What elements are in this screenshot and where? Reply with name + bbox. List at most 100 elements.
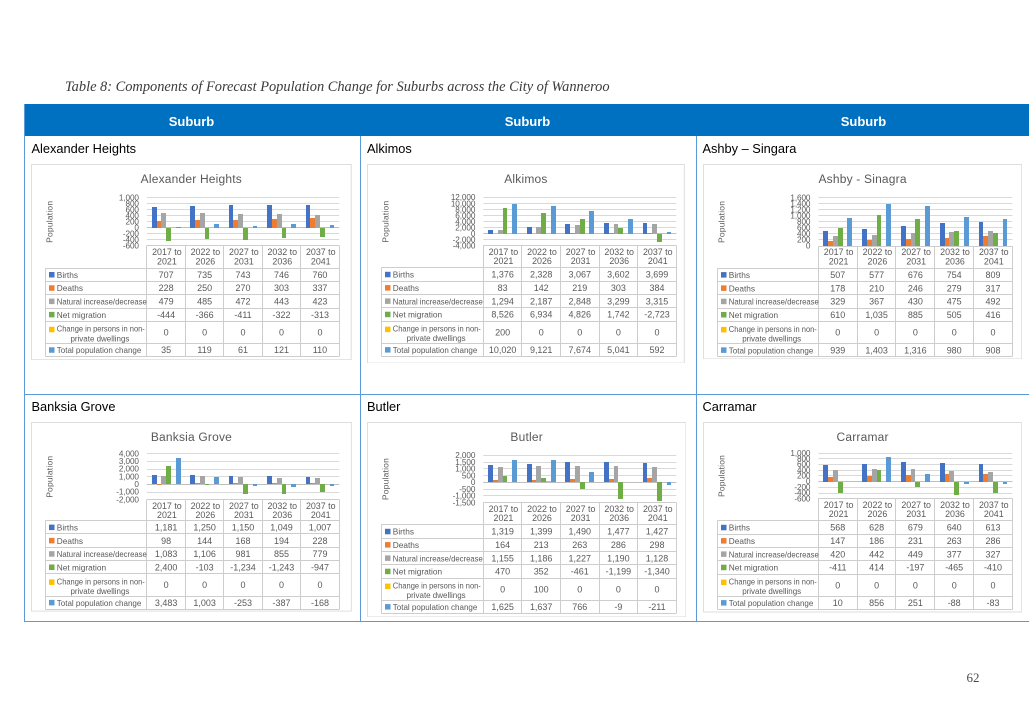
svg-text:Deaths: Deaths xyxy=(393,540,419,550)
svg-text:0: 0 xyxy=(164,327,169,337)
svg-text:213: 213 xyxy=(533,540,548,550)
svg-text:Population: Population xyxy=(380,200,390,242)
svg-text:Butler: Butler xyxy=(510,430,543,444)
svg-text:-211: -211 xyxy=(648,602,665,612)
svg-text:2041: 2041 xyxy=(311,510,331,520)
svg-text:2031: 2031 xyxy=(234,256,254,266)
svg-text:0: 0 xyxy=(913,580,918,590)
svg-text:100: 100 xyxy=(533,584,548,594)
svg-text:1,083: 1,083 xyxy=(155,549,177,559)
svg-text:1,319: 1,319 xyxy=(491,527,513,537)
svg-text:327: 327 xyxy=(986,549,1001,559)
svg-text:168: 168 xyxy=(236,536,251,546)
svg-text:0: 0 xyxy=(913,327,918,337)
svg-text:Natural increase/decrease: Natural increase/decrease xyxy=(57,296,147,306)
svg-text:-1,234: -1,234 xyxy=(231,563,256,573)
svg-text:472: 472 xyxy=(236,296,251,306)
svg-text:private dwellings: private dwellings xyxy=(71,333,130,343)
svg-text:Deaths: Deaths xyxy=(57,283,83,293)
svg-text:263: 263 xyxy=(947,536,962,546)
svg-text:2027 to: 2027 to xyxy=(902,247,932,257)
svg-text:Natural increase/decrease: Natural increase/decrease xyxy=(393,296,483,306)
svg-text:-1,000: -1,000 xyxy=(452,492,475,501)
svg-text:0: 0 xyxy=(202,327,207,337)
svg-text:416: 416 xyxy=(986,309,1001,319)
svg-text:7,674: 7,674 xyxy=(568,345,590,355)
svg-text:2031: 2031 xyxy=(907,509,927,519)
svg-text:2036: 2036 xyxy=(273,256,293,266)
svg-text:Population: Population xyxy=(380,458,390,500)
svg-text:0: 0 xyxy=(279,327,284,337)
svg-text:2027 to: 2027 to xyxy=(566,246,596,256)
svg-text:4,000: 4,000 xyxy=(455,217,476,226)
svg-text:-1,000: -1,000 xyxy=(117,488,140,497)
svg-text:2032 to: 2032 to xyxy=(268,501,298,511)
svg-text:1,490: 1,490 xyxy=(568,527,590,537)
svg-text:-1,340: -1,340 xyxy=(644,567,669,577)
svg-text:0: 0 xyxy=(202,580,207,590)
svg-text:5,041: 5,041 xyxy=(607,345,629,355)
svg-text:246: 246 xyxy=(908,283,923,293)
svg-text:2032 to: 2032 to xyxy=(268,247,298,257)
svg-text:178: 178 xyxy=(830,283,845,293)
svg-text:352: 352 xyxy=(533,567,548,577)
svg-text:Net migration: Net migration xyxy=(393,309,443,319)
svg-text:2021: 2021 xyxy=(829,256,849,266)
svg-text:8,526: 8,526 xyxy=(491,309,513,319)
svg-text:2027 to: 2027 to xyxy=(229,247,259,257)
svg-text:-168: -168 xyxy=(311,598,329,608)
svg-text:442: 442 xyxy=(869,549,884,559)
svg-text:2017 to: 2017 to xyxy=(153,501,183,511)
svg-text:0: 0 xyxy=(577,327,582,337)
svg-text:3,315: 3,315 xyxy=(646,296,668,306)
svg-text:0: 0 xyxy=(318,580,323,590)
svg-text:2031: 2031 xyxy=(571,513,591,523)
svg-text:367: 367 xyxy=(869,296,884,306)
svg-text:1,150: 1,150 xyxy=(232,523,254,533)
svg-text:Population: Population xyxy=(45,200,55,242)
svg-text:2,000: 2,000 xyxy=(455,451,476,460)
svg-text:0: 0 xyxy=(654,327,659,337)
svg-text:2026: 2026 xyxy=(868,256,888,266)
svg-text:400: 400 xyxy=(797,466,811,475)
svg-text:0: 0 xyxy=(991,580,996,590)
svg-text:0: 0 xyxy=(952,327,957,337)
svg-text:219: 219 xyxy=(572,283,587,293)
svg-text:83: 83 xyxy=(497,283,507,293)
svg-text:35: 35 xyxy=(162,345,172,355)
svg-text:private dwellings: private dwellings xyxy=(71,586,130,596)
svg-text:1,316: 1,316 xyxy=(904,345,926,355)
svg-text:908: 908 xyxy=(986,345,1001,355)
svg-text:613: 613 xyxy=(986,523,1001,533)
svg-text:121: 121 xyxy=(274,345,289,355)
svg-text:Net migration: Net migration xyxy=(393,567,443,577)
svg-text:2017 to: 2017 to xyxy=(824,247,854,257)
svg-text:2037 to: 2037 to xyxy=(306,247,336,257)
svg-text:270: 270 xyxy=(236,283,251,293)
svg-text:228: 228 xyxy=(313,536,328,546)
svg-text:1,477: 1,477 xyxy=(607,527,629,537)
svg-text:2022 to: 2022 to xyxy=(863,247,893,257)
svg-text:479: 479 xyxy=(159,296,174,306)
svg-text:600: 600 xyxy=(797,460,811,469)
svg-text:1,400: 1,400 xyxy=(791,199,812,208)
svg-text:2017 to: 2017 to xyxy=(824,500,854,510)
svg-text:2,000: 2,000 xyxy=(119,465,140,474)
svg-text:12,000: 12,000 xyxy=(451,193,476,202)
svg-text:3,602: 3,602 xyxy=(607,269,629,279)
svg-text:Total population change: Total population change xyxy=(393,602,478,612)
svg-text:200: 200 xyxy=(797,235,811,244)
svg-text:286: 286 xyxy=(611,540,626,550)
svg-text:1,186: 1,186 xyxy=(530,553,552,563)
svg-text:286: 286 xyxy=(986,536,1001,546)
svg-text:505: 505 xyxy=(947,309,962,319)
svg-text:1,049: 1,049 xyxy=(271,523,293,533)
svg-text:Natural increase/decrease: Natural increase/decrease xyxy=(393,553,483,563)
svg-text:2036: 2036 xyxy=(945,256,965,266)
svg-text:980: 980 xyxy=(947,345,962,355)
svg-text:2032 to: 2032 to xyxy=(940,247,970,257)
svg-text:-313: -313 xyxy=(311,309,329,319)
svg-text:0: 0 xyxy=(500,584,505,594)
svg-text:-197: -197 xyxy=(907,563,925,573)
svg-text:1,003: 1,003 xyxy=(194,598,216,608)
